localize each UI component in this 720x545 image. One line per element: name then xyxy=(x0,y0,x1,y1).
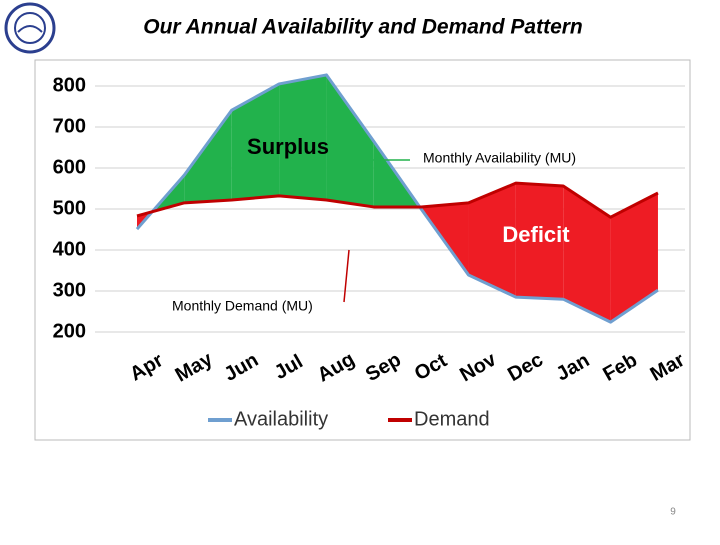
y-tick-label: 700 xyxy=(53,115,86,137)
surplus-area xyxy=(184,110,232,203)
surplus-label: Surplus xyxy=(247,134,329,159)
surplus-area xyxy=(326,74,374,207)
legend-label: Availability xyxy=(234,408,328,430)
y-tick-label: 400 xyxy=(53,238,86,260)
deficit-label: Deficit xyxy=(502,222,570,247)
demand-pointer xyxy=(343,249,350,303)
deficit-area xyxy=(515,183,564,300)
series-line xyxy=(135,73,659,324)
slide-title: Our Annual Availability and Demand Patte… xyxy=(143,16,583,39)
deficit-area xyxy=(610,193,658,323)
series-line xyxy=(136,181,659,219)
deficit-area xyxy=(468,183,516,298)
y-tick-label: 500 xyxy=(53,197,86,219)
y-tick-label: 300 xyxy=(53,279,86,301)
legend-label: Demand xyxy=(414,408,490,430)
availability-note: Monthly Availability (MU) xyxy=(423,150,576,166)
y-tick-label: 600 xyxy=(53,156,86,178)
demand-note: Monthly Demand (MU) xyxy=(172,298,313,314)
surplus-area xyxy=(231,83,280,200)
deficit-area xyxy=(563,186,611,323)
page-number: 9 xyxy=(670,507,676,518)
logo xyxy=(4,2,56,54)
y-tick-label: 200 xyxy=(53,320,86,342)
y-tick-label: 800 xyxy=(53,74,86,96)
surplus-area xyxy=(279,74,327,200)
